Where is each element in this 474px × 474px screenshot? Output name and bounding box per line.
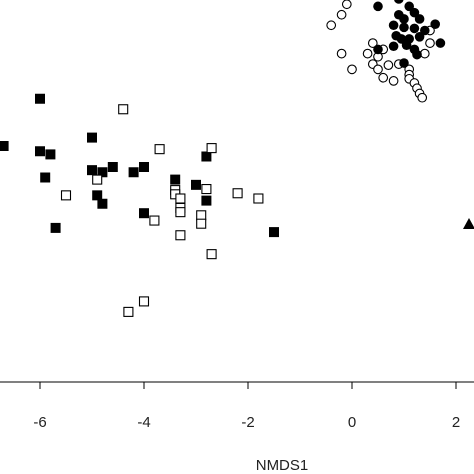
open-circle-point [419,48,430,59]
open-circle-point [425,38,435,48]
filled-circle-point [420,25,430,36]
open-circle-point [367,38,378,48]
x-tick-label: -6 [33,414,46,431]
open-square-point [154,144,165,155]
filled-circle-point [414,32,425,42]
open-square-point [138,296,150,307]
x-tick-label: 2 [452,414,460,431]
filled-square-point [45,149,56,160]
open-square-point [232,188,243,199]
filled-square-point [87,165,97,176]
filled-square-point [170,174,181,185]
filled-square-point [40,172,51,183]
filled-square-point [201,195,212,206]
filled-square-point [87,132,97,143]
filled-circle-point [414,14,425,24]
filled-circle-point [404,1,415,12]
filled-square-point [50,222,61,233]
open-square-point [60,190,72,201]
filled-square-point [97,198,108,209]
open-square-point [196,218,207,229]
filled-circle-point [401,40,412,50]
filled-circle-point [373,44,383,55]
filled-circle-point [399,14,409,24]
filled-circle-point [373,1,383,12]
open-circle-point [336,48,347,59]
open-square-point [206,143,217,154]
filled-square-point [97,167,108,178]
x-tick-label: 0 [348,414,356,431]
filled-circle-point [412,49,422,60]
open-circle-point [388,76,399,86]
open-circle-point [373,64,383,75]
filled-square-point [0,141,9,151]
open-circle-point [347,64,357,75]
open-square-point [175,193,186,204]
open-square-point [92,174,103,185]
filled-circle-point [399,58,409,68]
filled-square-point [269,227,279,238]
filled-circle-point [396,34,407,44]
filled-square-point [128,167,139,178]
filled-square-point [201,151,212,162]
filled-square-point [35,146,45,157]
open-square-point [206,249,217,260]
open-square-point [196,210,207,221]
points-layer [0,0,474,317]
x-axis-title: NMDS1 [256,457,309,474]
filled-square-point [92,190,103,201]
x-tick-label: -2 [241,414,254,431]
open-circle-point [326,20,337,31]
open-square-point [175,207,186,218]
open-square-point [149,215,160,226]
filled-circle-point [435,38,446,48]
filled-circle-point [388,20,399,31]
open-square-point [123,306,134,317]
filled-circle-point [430,19,441,30]
filled-circle-point [394,0,404,4]
open-square-point [118,104,129,115]
open-circle-point [362,48,373,59]
open-square-point [201,184,212,195]
filled-square-point [139,162,149,172]
filled-circle-point [409,23,420,34]
filled-square-point [35,93,45,104]
x-tick-label: -4 [137,414,150,431]
filled-square-point [139,208,149,219]
filled-circle-point [409,7,420,18]
filled-circle-point [388,41,399,52]
filled-square-point [107,162,118,172]
open-square-point [175,230,186,241]
filled-square-point [191,179,201,190]
open-circle-point [341,0,352,10]
filled-triangle-point [463,218,474,229]
filled-circle-point [399,22,409,33]
x-axis-ticks: -6 -4 -2 0 2 [33,382,460,431]
open-square-point [253,193,264,204]
open-circle-point [336,9,347,20]
open-circle-point [378,72,389,83]
open-circle-point [417,92,428,103]
open-circle-point [383,60,394,71]
